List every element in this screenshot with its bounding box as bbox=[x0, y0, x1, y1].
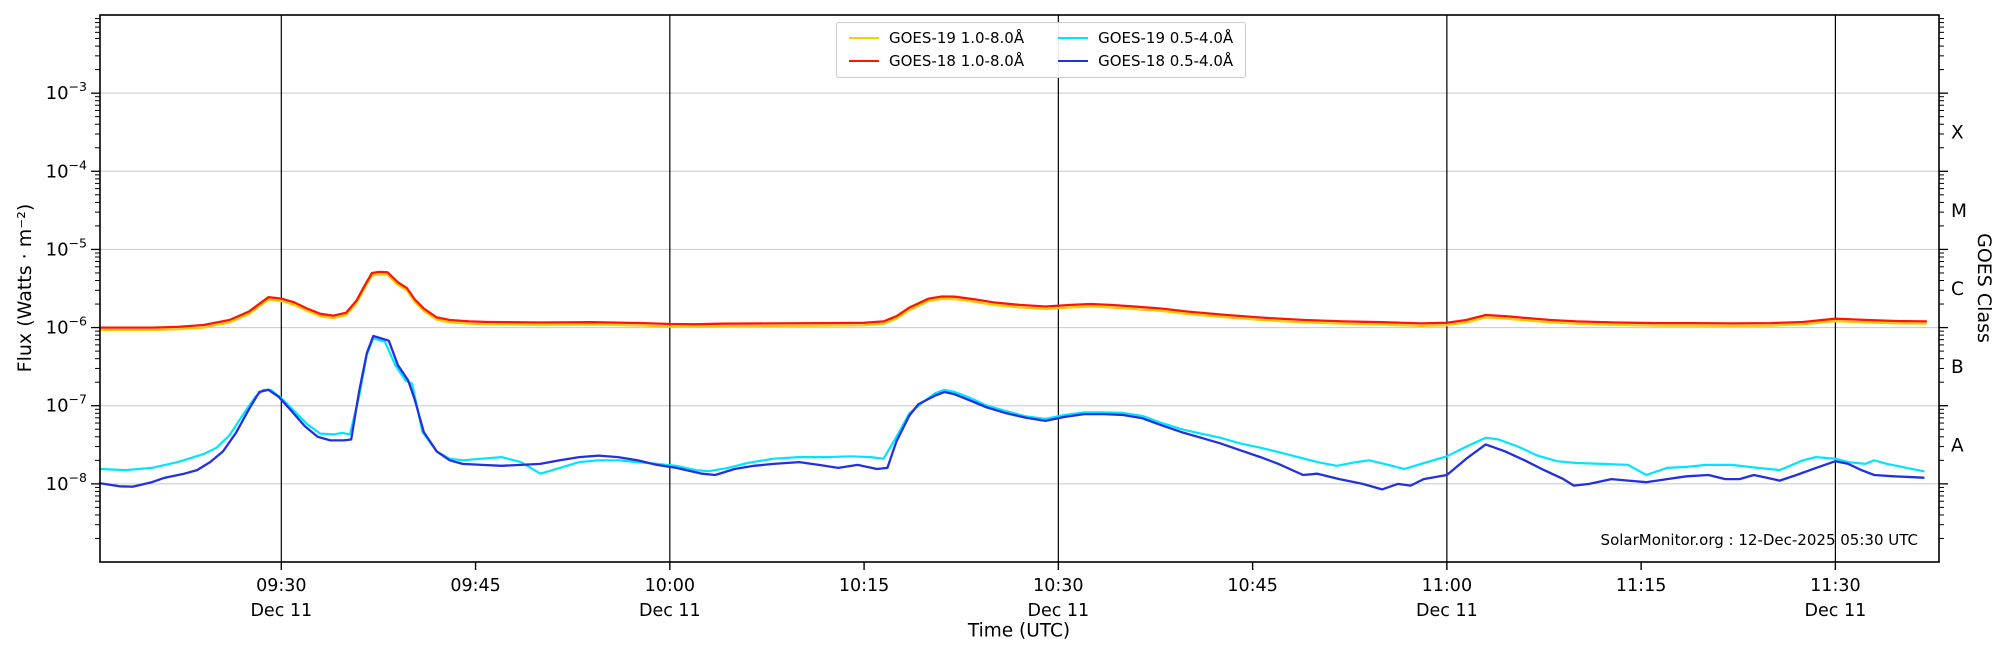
legend-label: GOES-19 1.0-8.0Å bbox=[889, 29, 1025, 47]
x-tick-label: 09:30 bbox=[256, 576, 306, 596]
x-tick-label: 11:15 bbox=[1616, 576, 1666, 596]
legend-entry-goes18-long: GOES-18 1.0-8.0Å bbox=[849, 51, 1024, 71]
series-goes-18-1-0-8-0- bbox=[98, 270, 1928, 329]
x-tick-label: 10:30 bbox=[1033, 576, 1083, 596]
legend-swatch-goes18-long bbox=[849, 60, 879, 62]
y-tick-label: 10−7 bbox=[46, 392, 87, 417]
x-date-label: Dec 11 bbox=[250, 601, 312, 621]
goes-class-letter-m: M bbox=[1951, 201, 1967, 222]
x-tick-label: 11:00 bbox=[1422, 576, 1472, 596]
y-tick-label: 10−4 bbox=[46, 157, 87, 182]
plot-border bbox=[99, 14, 1940, 563]
legend-swatch-goes19-short bbox=[1058, 37, 1089, 39]
legend-swatch-goes18-short bbox=[1058, 60, 1089, 62]
legend-entry-goes18-short: GOES-18 0.5-4.0Å bbox=[1058, 51, 1233, 71]
y-tick-label: 10−6 bbox=[46, 314, 87, 339]
legend-swatch-goes19-long bbox=[849, 37, 879, 39]
x-date-label: Dec 11 bbox=[1805, 601, 1867, 621]
x-tick-label: 10:45 bbox=[1227, 576, 1277, 596]
goes-class-letter-x: X bbox=[1951, 123, 1964, 144]
y-axis-label-goes-class: GOES Class bbox=[1973, 233, 1995, 343]
y-tick-label: 10−5 bbox=[46, 235, 87, 260]
x-axis-label-time: Time (UTC) bbox=[967, 620, 1071, 642]
legend-box: GOES-19 1.0-8.0Å GOES-18 1.0-8.0Å GOES-1… bbox=[836, 22, 1247, 78]
y-tick-label: 10−8 bbox=[46, 470, 87, 495]
series-goes-18-0-5-4-0- bbox=[98, 334, 1925, 491]
legend-label: GOES-18 1.0-8.0Å bbox=[889, 52, 1025, 70]
legend-label: GOES-18 0.5-4.0Å bbox=[1098, 52, 1234, 70]
x-tick-label: 10:00 bbox=[645, 576, 695, 596]
x-date-label: Dec 11 bbox=[1416, 601, 1478, 621]
x-date-label: Dec 11 bbox=[1028, 601, 1090, 621]
solarmonitor-watermark: SolarMonitor.org : 12-Dec-2025 05:30 UTC bbox=[1600, 531, 1918, 549]
legend-label: GOES-19 0.5-4.0Å bbox=[1098, 29, 1234, 47]
x-tick-label: 10:15 bbox=[839, 576, 889, 596]
series-goes-19-0-5-4-0- bbox=[98, 337, 1925, 477]
legend-entry-goes19-short: GOES-19 0.5-4.0Å bbox=[1058, 28, 1233, 48]
goes-class-letter-b: B bbox=[1951, 357, 1964, 378]
y-axis-label-flux: Flux (Watts · m⁻²) bbox=[14, 203, 36, 373]
x-tick-label: 11:30 bbox=[1810, 576, 1860, 596]
legend-entry-goes19-long: GOES-19 1.0-8.0Å bbox=[849, 28, 1024, 48]
y-tick-label: 10−3 bbox=[46, 79, 87, 104]
goes-class-letter-c: C bbox=[1951, 279, 1964, 300]
series-goes-19-1-0-8-0- bbox=[98, 273, 1928, 332]
x-date-label: Dec 11 bbox=[639, 601, 701, 621]
x-tick-label: 09:45 bbox=[450, 576, 500, 596]
goes-class-letter-a: A bbox=[1951, 435, 1964, 456]
